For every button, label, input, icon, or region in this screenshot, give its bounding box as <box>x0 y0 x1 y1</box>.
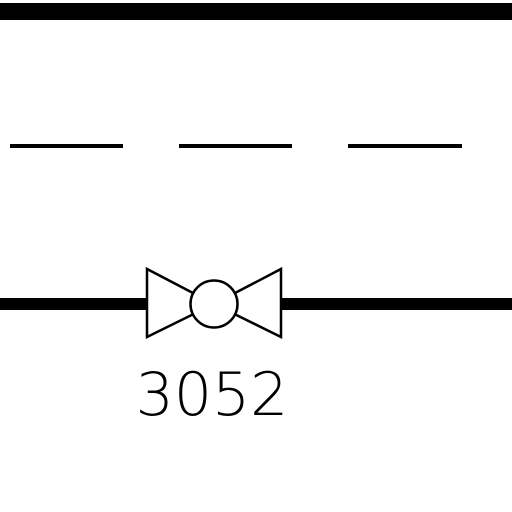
valve-body-left <box>145 266 217 340</box>
ball-valve-symbol[interactable] <box>145 266 283 340</box>
valve-ball <box>189 279 239 329</box>
valve-process-line <box>0 298 512 310</box>
top-process-line <box>0 3 512 20</box>
valve-body-right <box>211 266 283 340</box>
valve-tag-label: 3052 <box>136 360 289 430</box>
pipe-segment-right <box>281 298 512 310</box>
pipe-segment-left <box>0 298 147 310</box>
